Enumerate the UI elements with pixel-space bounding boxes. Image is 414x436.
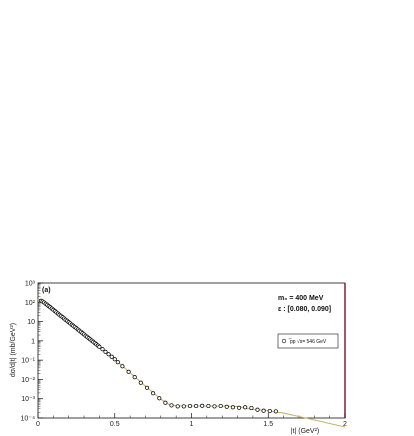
data-point [106, 352, 111, 357]
legend-box [277, 333, 339, 349]
data-point [212, 404, 217, 409]
data-point [194, 403, 199, 409]
data-point [261, 408, 266, 413]
legend-label: ̅pp √s= 546 GeV [288, 338, 327, 345]
y-tick-label: 10⁻² [21, 377, 35, 384]
data-point [200, 403, 205, 408]
x-tick-label: 0.5 [110, 421, 120, 428]
data-point [112, 357, 117, 362]
data-point [169, 403, 174, 408]
x-tick-label: 1.5 [263, 421, 273, 428]
data-point [267, 408, 272, 414]
y-tick-label: 10² [25, 300, 36, 307]
annotation-mass: m₀ = 400 MeV [278, 295, 324, 302]
y-tick-label: 10³ [25, 281, 36, 288]
data-point [100, 347, 105, 352]
data-point [138, 380, 143, 385]
data-point [181, 404, 186, 409]
data-point [273, 409, 278, 414]
data-point [237, 405, 242, 410]
data-point [126, 369, 131, 374]
y-tick-label: 10⁻⁴ [21, 416, 36, 423]
data-point [120, 364, 125, 369]
data-point [157, 396, 162, 401]
panel-label: (a) [42, 287, 51, 294]
data-point [163, 400, 168, 405]
data-point [103, 349, 108, 354]
x-axis-title: |t| (GeV²) [291, 428, 320, 435]
x-tick-label: 2 [343, 421, 347, 428]
y-tick-label: 10⁻¹ [21, 358, 35, 365]
y-tick-label: 10⁻³ [21, 396, 35, 403]
data-point [187, 403, 193, 409]
data-point [224, 404, 229, 409]
data-point [151, 391, 156, 396]
model-curve [37, 298, 346, 428]
data-points [39, 298, 278, 414]
data-point [218, 403, 223, 409]
y-axis-title: dσ/d|t| (mb/GeV²) [10, 323, 17, 377]
legend-marker [281, 338, 287, 344]
data-point [115, 360, 120, 365]
plot-frame [37, 282, 346, 419]
data-point [243, 405, 248, 410]
data-point [175, 404, 180, 409]
y-tick-label: 10 [27, 319, 35, 326]
data-point [144, 385, 150, 390]
x-tick-label: 0 [36, 421, 40, 428]
data-point [230, 405, 235, 410]
model-curve-line [37, 298, 346, 428]
y-tick-label: 1 [31, 338, 35, 345]
data-point [206, 403, 211, 409]
data-point [132, 375, 137, 380]
data-point [255, 407, 260, 412]
data-point [97, 344, 102, 349]
data-point [249, 405, 254, 411]
data-point [109, 354, 114, 359]
annotation-epsilon: ε : [0.080, 0.090] [278, 306, 331, 313]
axis-ticks: 0 0.5 1 1.5 2 10⁻⁴ 10⁻³ 10⁻² 10⁻¹ 1 10 10² 10³ [21, 281, 348, 429]
x-tick-label: 1 [190, 421, 194, 428]
